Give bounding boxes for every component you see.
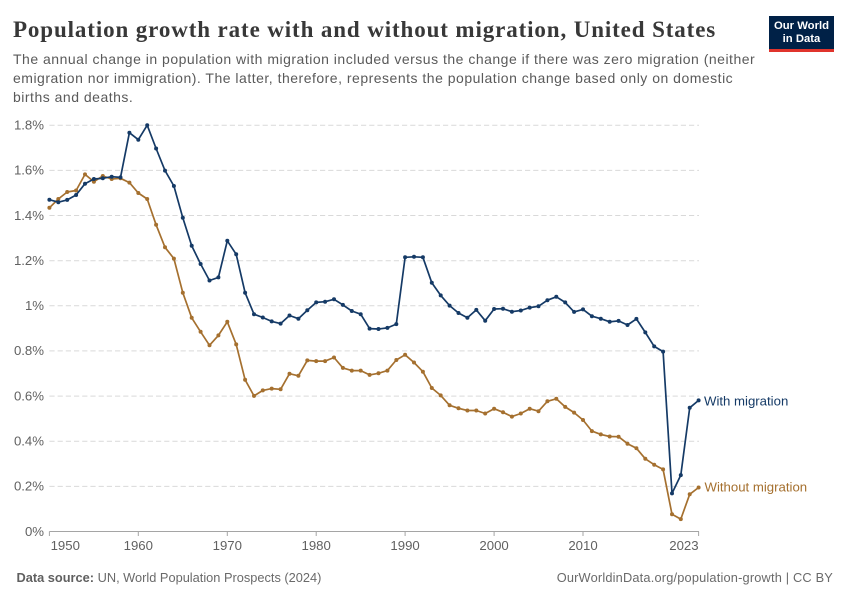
svg-text:1.4%: 1.4% [14,208,44,223]
svg-text:1950: 1950 [51,538,80,553]
svg-text:1%: 1% [25,298,44,313]
svg-text:0.8%: 0.8% [14,343,44,358]
svg-text:1960: 1960 [124,538,153,553]
svg-text:1.8%: 1.8% [14,118,44,133]
svg-text:2000: 2000 [479,538,508,553]
svg-text:1970: 1970 [213,538,242,553]
svg-text:Without migration: Without migration [705,480,808,495]
svg-text:2023: 2023 [669,538,698,553]
svg-text:0.6%: 0.6% [14,388,44,403]
svg-text:1.2%: 1.2% [14,253,44,268]
svg-text:0.2%: 0.2% [14,479,44,494]
svg-text:1.6%: 1.6% [14,163,44,178]
svg-text:With migration: With migration [704,394,788,409]
svg-text:1990: 1990 [390,538,419,553]
svg-text:0.4%: 0.4% [14,434,44,449]
svg-text:0%: 0% [25,524,44,539]
svg-text:1980: 1980 [302,538,331,553]
svg-text:2010: 2010 [568,538,597,553]
